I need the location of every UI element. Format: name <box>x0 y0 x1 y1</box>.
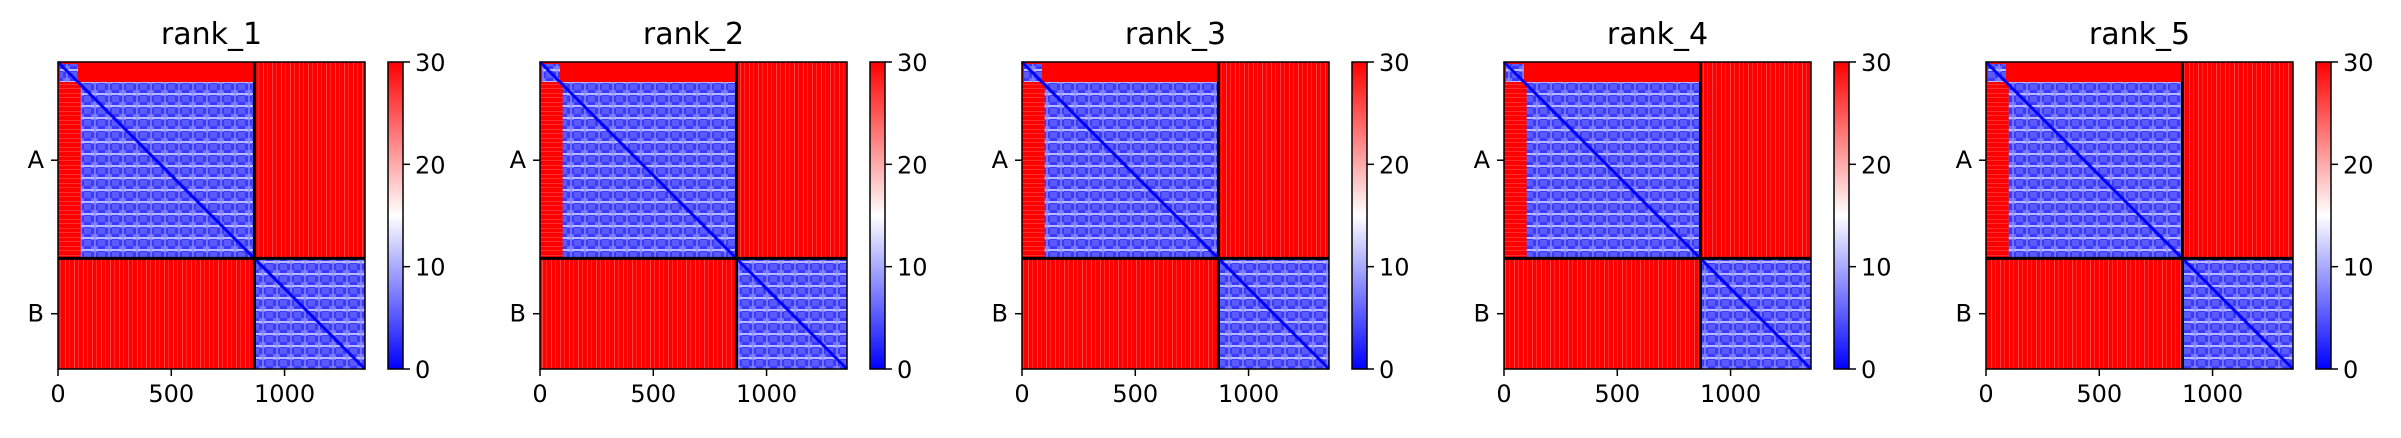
plot-frame <box>1985 61 2294 370</box>
colorbar <box>2315 61 2332 370</box>
x-tick-label: 0 <box>1978 380 1993 408</box>
colorbar-tick-label: 0 <box>897 356 912 384</box>
quadrant-aa-top <box>58 62 255 82</box>
colorbar-tick-label: 0 <box>1861 356 1876 384</box>
colorbar <box>869 61 886 370</box>
quadrant-aa-edge <box>1986 82 2009 259</box>
y-tick-label: B <box>1474 300 1490 328</box>
quadrant-aa-edge <box>540 82 563 259</box>
colorbar-tick-label: 30 <box>1861 49 1892 77</box>
colorbar-tick-label: 20 <box>2343 151 2374 179</box>
x-tick-label: 1000 <box>254 380 315 408</box>
quadrant-aa-edge <box>1022 82 1045 259</box>
diagonal-b <box>735 257 849 371</box>
y-tick-label: A <box>28 146 45 174</box>
colorbar-tick-label: 30 <box>415 49 446 77</box>
heatmap-panel-5: rank_5 0 500 1000 A B 0 10 20 30 <box>1956 17 2374 408</box>
plot-frame <box>1503 61 1812 370</box>
diagonal-b <box>1217 257 1331 371</box>
colorbar-tick-label: 10 <box>1861 254 1892 282</box>
x-tick-label: 1000 <box>1218 380 1279 408</box>
panel-title: rank_2 <box>643 17 744 52</box>
colorbar-tick-label: 20 <box>1379 151 1410 179</box>
colorbar-tick-label: 10 <box>897 254 928 282</box>
quadrant-ab <box>736 62 847 259</box>
diagonal-b <box>253 257 367 371</box>
diagonal-a <box>1502 60 1702 260</box>
quadrant-ba <box>1986 258 2183 369</box>
diagonal-a <box>1984 60 2184 260</box>
heatmap-panel-1: rank_1 0 500 1000 A B 0 10 20 30 <box>28 17 446 408</box>
heatmap-panel-4: rank_4 0 500 1000 A B 0 10 20 30 <box>1474 17 1892 408</box>
quadrant-ba <box>1504 258 1701 369</box>
x-tick-label: 0 <box>1496 380 1511 408</box>
quadrant-ba <box>58 258 255 369</box>
heatmap-panel-3: rank_3 0 500 1000 A B 0 10 20 30 <box>992 17 1410 408</box>
quadrant-aa-top <box>1022 62 1219 82</box>
diagonal-a <box>1020 60 1220 260</box>
x-tick-label: 0 <box>532 380 547 408</box>
colorbar-tick-label: 30 <box>1379 49 1410 77</box>
colorbar-tick-label: 10 <box>415 254 446 282</box>
plot-frame <box>1021 61 1330 370</box>
colorbar-tick-label: 20 <box>1861 151 1892 179</box>
colorbar-tick-label: 30 <box>897 49 928 77</box>
quadrant-aa-top <box>540 62 737 82</box>
colorbar <box>1833 61 1850 370</box>
x-tick-label: 1000 <box>2182 380 2243 408</box>
quadrant-ab <box>2182 62 2293 259</box>
x-tick-label: 1000 <box>736 380 797 408</box>
quadrant-aa-top <box>1986 62 2183 82</box>
x-tick-label: 0 <box>1014 380 1029 408</box>
quadrant-aa-edge <box>58 82 81 259</box>
quadrant-ba <box>1022 258 1219 369</box>
diagonal-b <box>1699 257 1813 371</box>
diagonal-a <box>538 60 738 260</box>
diagonal-b <box>2181 257 2295 371</box>
colorbar-tick-label: 0 <box>1379 356 1394 384</box>
diagonal-a <box>56 60 256 260</box>
x-tick-label: 0 <box>50 380 65 408</box>
y-tick-label: A <box>1474 146 1491 174</box>
colorbar-tick-label: 10 <box>1379 254 1410 282</box>
colorbar-tick-label: 30 <box>2343 49 2374 77</box>
quadrant-ab <box>254 62 365 259</box>
y-tick-label: B <box>1956 300 1972 328</box>
colorbar <box>387 61 404 370</box>
y-tick-label: A <box>510 146 527 174</box>
panel-title: rank_3 <box>1125 17 1226 52</box>
quadrant-ba <box>540 258 737 369</box>
plot-frame <box>539 61 848 370</box>
colorbar-tick-label: 20 <box>415 151 446 179</box>
x-tick-label: 1000 <box>1700 380 1761 408</box>
quadrant-aa-edge <box>1504 82 1527 259</box>
heatmap-panel-2: rank_2 0 500 1000 A B 0 10 20 30 <box>510 17 928 408</box>
quadrant-ab <box>1218 62 1329 259</box>
x-tick-label: 500 <box>2076 380 2122 408</box>
y-tick-label: A <box>1956 146 1973 174</box>
panel-title: rank_1 <box>161 17 262 52</box>
colorbar-tick-label: 10 <box>2343 254 2374 282</box>
quadrant-aa-top <box>1504 62 1701 82</box>
y-tick-label: B <box>992 300 1008 328</box>
colorbar-tick-label: 20 <box>897 151 928 179</box>
quadrant-ab <box>1700 62 1811 259</box>
panel-title: rank_4 <box>1607 17 1708 52</box>
x-tick-label: 500 <box>148 380 194 408</box>
y-tick-label: A <box>992 146 1009 174</box>
colorbar-tick-label: 0 <box>2343 356 2358 384</box>
x-tick-label: 500 <box>630 380 676 408</box>
colorbar-tick-label: 0 <box>415 356 430 384</box>
y-tick-label: B <box>510 300 526 328</box>
x-tick-label: 500 <box>1112 380 1158 408</box>
x-tick-label: 500 <box>1594 380 1640 408</box>
panel-title: rank_5 <box>2089 17 2190 52</box>
y-tick-label: B <box>28 300 44 328</box>
colorbar <box>1351 61 1368 370</box>
plot-frame <box>57 61 366 370</box>
